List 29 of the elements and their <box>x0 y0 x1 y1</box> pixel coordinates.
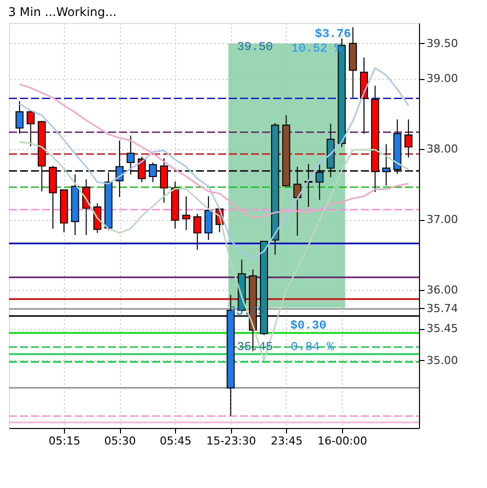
y-tick-label: 39.00 <box>426 72 458 86</box>
candlestick <box>182 196 190 231</box>
candlestick <box>404 118 412 158</box>
y-tick-label: 38.00 <box>426 142 458 156</box>
x-tick-label: 16-00:00 <box>317 434 368 448</box>
y-tick-label: 35.00 <box>426 354 458 367</box>
candlestick <box>16 100 24 134</box>
y-tick-label: 36.00 <box>426 283 458 296</box>
annotation: 39.50 <box>236 40 274 54</box>
x-tick-label: 15-23:30 <box>206 434 256 448</box>
chart-title: 3 Min ...Working... <box>8 5 117 19</box>
candlestick <box>204 196 212 240</box>
annotation: $0.30 <box>290 318 326 333</box>
line-series <box>18 67 410 259</box>
line-series <box>18 141 410 362</box>
y-tick-label: 35.74 <box>426 302 458 315</box>
line-series <box>18 84 410 218</box>
candlestick <box>93 202 102 234</box>
annotation: $3.76 <box>314 27 351 42</box>
x-tick-label: 05:45 <box>160 434 192 448</box>
y-tick-label: 39.50 <box>426 36 458 50</box>
x-tick-label: 23:45 <box>270 434 303 448</box>
y-tick-label: 37.00 <box>426 213 458 226</box>
x-tick-label: 05:30 <box>104 434 136 448</box>
y-tick-label: 35.45 <box>426 322 458 336</box>
candlestick <box>193 213 202 250</box>
candlestick <box>26 110 35 147</box>
x-tick-label: 05:15 <box>48 434 80 448</box>
annotation: 10.52 % <box>291 41 342 56</box>
